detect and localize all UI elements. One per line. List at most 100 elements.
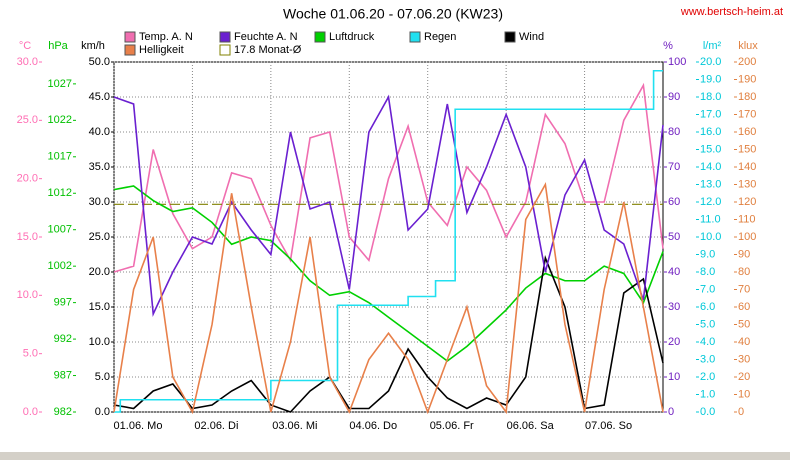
y-tick-label: 15.0: [17, 231, 38, 243]
y-tick-label: 5.0: [700, 318, 715, 330]
y-tick-label: 0.0: [23, 406, 38, 418]
y-tick-label: 170: [738, 108, 756, 120]
y-tick-label: 40.0: [89, 126, 110, 138]
axis-unit: °C: [19, 40, 31, 52]
x-tick-label: 05.06. Fr: [430, 420, 474, 432]
y-tick-label: 30: [668, 301, 680, 313]
y-tick-label: 1017: [48, 151, 72, 163]
y-tick-label: 120: [738, 196, 756, 208]
y-tick-label: 50: [668, 231, 680, 243]
y-tick-label: 4.0: [700, 336, 715, 348]
y-tick-label: 15.0: [700, 143, 721, 155]
axis-unit: %: [663, 40, 673, 52]
y-tick-label: 1.0: [700, 388, 715, 400]
y-tick-label: 9.0: [700, 248, 715, 260]
legend-swatch: [314, 31, 326, 43]
y-tick-label: 150: [738, 143, 756, 155]
y-tick-label: 25.0: [17, 114, 38, 126]
legend-swatch: [219, 31, 231, 43]
y-tick-label: 40: [738, 336, 750, 348]
y-tick-label: 0: [668, 406, 674, 418]
y-tick-label: 140: [738, 161, 756, 173]
series-line: [113, 182, 664, 415]
y-tick-label: 14.0: [700, 161, 721, 173]
y-tick-label: 30: [738, 353, 750, 365]
y-tick-label: 19.0: [700, 73, 721, 85]
y-tick-label: 18.0: [700, 91, 721, 103]
y-tick-label: 997: [54, 297, 72, 309]
x-tick-label: 02.06. Di: [194, 420, 238, 432]
y-tick-label: 992: [54, 333, 72, 345]
y-tick-label: 100: [738, 231, 756, 243]
axis-unit: klux: [738, 40, 758, 52]
y-tick-label: 90: [668, 91, 680, 103]
y-tick-label: 1002: [48, 260, 72, 272]
y-tick-label: 90: [738, 248, 750, 260]
chart-title: Woche 01.06.20 - 07.06.20 (KW23): [283, 6, 503, 22]
y-tick-label: 200: [738, 56, 756, 68]
y-tick-label: 160: [738, 126, 756, 138]
y-tick-label: 1012: [48, 187, 72, 199]
x-tick-label: 01.06. Mo: [114, 420, 163, 432]
y-tick-label: 1007: [48, 224, 72, 236]
y-tick-label: 0.0: [95, 406, 110, 418]
source: www.bertsch-heim.at: [680, 6, 783, 18]
y-tick-label: 180: [738, 91, 756, 103]
y-tick-label: 17.0: [700, 108, 721, 120]
y-tick-label: 10.0: [700, 231, 721, 243]
y-tick-label: 50: [738, 318, 750, 330]
y-tick-label: 20.0: [89, 266, 110, 278]
axis-unit: km/h: [81, 40, 105, 52]
y-tick-label: 0: [738, 406, 744, 418]
legend-swatch: [504, 31, 516, 43]
y-tick-label: 1027: [48, 78, 72, 90]
legend-label: Wind: [519, 31, 544, 43]
axis-unit: hPa: [48, 40, 68, 52]
legend-swatch: [219, 44, 231, 56]
legend-label: Luftdruck: [329, 31, 375, 43]
y-tick-label: 16.0: [700, 126, 721, 138]
y-tick-label: 6.0: [700, 301, 715, 313]
y-tick-label: 20: [668, 336, 680, 348]
series-line: [113, 94, 664, 318]
y-tick-label: 70: [668, 161, 680, 173]
plot-area: [113, 61, 664, 413]
y-tick-label: 35.0: [89, 161, 110, 173]
x-tick-label: 07.06. So: [585, 420, 632, 432]
y-tick-label: 15.0: [89, 301, 110, 313]
legend-label: Helligkeit: [139, 44, 184, 56]
legend-swatch: [124, 31, 136, 43]
y-tick-label: 40: [668, 266, 680, 278]
y-tick-label: 30.0: [17, 56, 38, 68]
y-tick-label: 60: [738, 301, 750, 313]
y-tick-label: 100: [668, 56, 686, 68]
x-tick-label: 03.06. Mi: [272, 420, 317, 432]
y-tick-label: 45.0: [89, 91, 110, 103]
y-tick-label: 5.0: [95, 371, 110, 383]
y-tick-label: 2.0: [700, 371, 715, 383]
y-tick-label: 8.0: [700, 266, 715, 278]
y-tick-label: 11.0: [700, 213, 721, 225]
status-bar: [0, 452, 790, 460]
y-tick-label: 3.0: [700, 353, 715, 365]
series-line: [113, 255, 664, 413]
y-tick-label: 10: [668, 371, 680, 383]
y-tick-label: 987: [54, 369, 72, 381]
y-tick-label: 70: [738, 283, 750, 295]
y-tick-label: 10.0: [89, 336, 110, 348]
y-tick-label: 25.0: [89, 231, 110, 243]
legend-swatch: [409, 31, 421, 43]
legend-label: Temp. A. N: [139, 31, 193, 43]
y-tick-label: 20.0: [17, 173, 38, 185]
y-tick-label: 1022: [48, 114, 72, 126]
y-tick-label: 50.0: [89, 56, 110, 68]
axis-unit: l/m²: [703, 40, 722, 52]
y-tick-label: 110: [738, 213, 756, 225]
series-line: [113, 185, 664, 362]
y-tick-label: 5.0: [23, 348, 38, 360]
legend-label: 17.8 Monat-Ø: [234, 44, 302, 56]
y-tick-label: 7.0: [700, 283, 715, 295]
legend-label: Regen: [424, 31, 456, 43]
y-tick-label: 0.0: [700, 406, 715, 418]
